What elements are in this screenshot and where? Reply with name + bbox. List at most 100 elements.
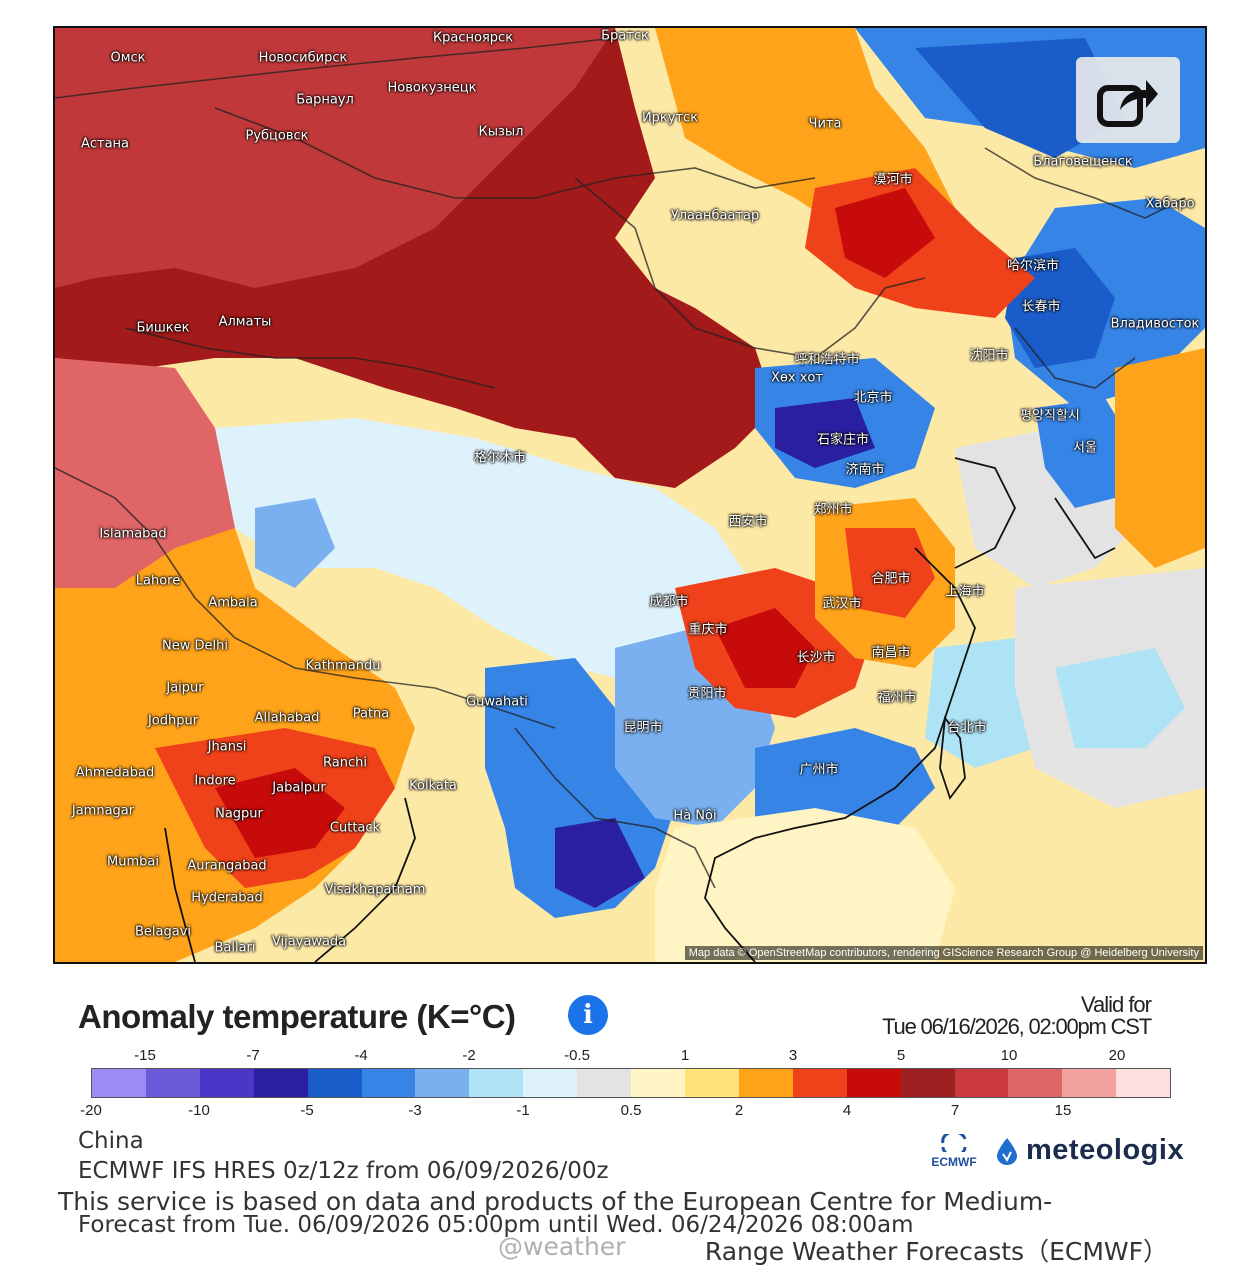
legend-swatch xyxy=(1062,1069,1117,1097)
legend-tick-bottom: 0.5 xyxy=(620,1102,642,1119)
legend-swatch xyxy=(307,1069,362,1097)
city-label: 郑州市 xyxy=(813,502,853,518)
city-label: Kathmandu xyxy=(305,658,381,674)
legend-swatch xyxy=(361,1069,416,1097)
city-label: Cuttack xyxy=(329,820,381,836)
city-label: Nagpur xyxy=(215,806,263,822)
legend-swatch xyxy=(1116,1069,1171,1097)
city-label: Vijayawada xyxy=(271,934,347,950)
share-button[interactable] xyxy=(1076,57,1180,143)
city-label: 石家庄市 xyxy=(816,432,870,448)
city-label: Кызыл xyxy=(478,124,524,140)
legend-tick-top: -2 xyxy=(462,1047,476,1064)
legend-tick-bottom: -1 xyxy=(516,1102,530,1119)
city-label: Aurangabad xyxy=(187,858,267,874)
valid-time: Tue 06/16/2026, 02:00pm CST xyxy=(882,1014,1152,1039)
city-label: 济南市 xyxy=(845,462,885,478)
city-label: 沈阳市 xyxy=(969,348,1009,364)
city-label: Благовещенск xyxy=(1033,154,1133,170)
legend-swatch xyxy=(92,1069,146,1097)
city-label: 长沙市 xyxy=(796,650,836,666)
legend-tick-top: 1 xyxy=(680,1047,690,1064)
meteologix-drop-icon xyxy=(997,1137,1017,1165)
city-label: Guwahati xyxy=(466,694,528,710)
city-label: Jaipur xyxy=(166,680,204,696)
city-label: Астана xyxy=(80,136,130,152)
legend-swatch xyxy=(415,1069,470,1097)
city-label: Хабаро xyxy=(1145,196,1195,212)
legend-tick-bottom: 7 xyxy=(950,1102,960,1119)
legend-tick-top: -7 xyxy=(246,1047,260,1064)
city-label: Бишкек xyxy=(136,320,190,336)
city-label: Indore xyxy=(194,773,236,789)
city-label: Hà Nội xyxy=(673,808,717,824)
legend-tick-bottom: 2 xyxy=(734,1102,744,1119)
legend-tick-bottom: -5 xyxy=(300,1102,314,1119)
city-label: Красноярск xyxy=(432,30,514,46)
city-label: Jamnagar xyxy=(71,803,135,819)
legend-tick-top: -15 xyxy=(134,1047,156,1064)
city-label: 重庆市 xyxy=(688,622,728,638)
legend-tick-bottom: -3 xyxy=(408,1102,422,1119)
meteologix-logo: meteologix xyxy=(994,1134,1184,1167)
city-label: Барнаул xyxy=(296,92,354,108)
city-label: Mumbai xyxy=(107,854,159,870)
share-icon xyxy=(1097,80,1158,127)
forecast-range: Forecast from Tue. 06/09/2026 05:00pm un… xyxy=(78,1212,914,1238)
legend-swatch xyxy=(954,1069,1009,1097)
legend-swatch xyxy=(846,1069,901,1097)
city-label: Belagavi xyxy=(134,924,192,940)
city-label: Patna xyxy=(352,706,390,722)
city-label: 台北市 xyxy=(947,720,987,736)
city-label: Омск xyxy=(110,50,146,66)
meteologix-logo-text: meteologix xyxy=(1026,1134,1185,1166)
map-attribution: Map data © OpenStreetMap contributors, r… xyxy=(684,946,1203,960)
legend-tick-bottom: -10 xyxy=(188,1102,210,1119)
city-label: 昆明市 xyxy=(623,720,663,736)
city-label: 贵阳市 xyxy=(687,686,727,702)
ecmwf-notice-line1: This service is based on data and produc… xyxy=(58,1187,1053,1216)
legend-swatch xyxy=(253,1069,308,1097)
city-label: Jabalpur xyxy=(272,780,326,796)
city-label: 格尔木市 xyxy=(473,450,527,466)
map-canvas xyxy=(55,28,1205,962)
legend-tick-bottom: 4 xyxy=(842,1102,852,1119)
legend-tick-top: 10 xyxy=(1000,1047,1018,1064)
map-title: Anomaly temperature (K=°C) xyxy=(78,998,516,1035)
city-label: 广州市 xyxy=(799,762,839,778)
city-label: Lahore xyxy=(135,573,181,589)
city-label: 福州市 xyxy=(877,690,917,706)
ecmwf-logo-text: ECMWF xyxy=(931,1155,977,1169)
legend-swatch xyxy=(792,1069,847,1097)
city-label: Kolkata xyxy=(409,778,457,794)
city-label: Islamabad xyxy=(99,526,167,542)
city-label: Хөх хот xyxy=(771,370,823,386)
legend-swatch xyxy=(469,1069,524,1097)
ecmwf-logo: ECMWF xyxy=(924,1130,984,1170)
city-label: Ballari xyxy=(214,940,256,956)
ecmwf-notice-line2: Range Weather Forecasts（ECMWF） xyxy=(704,1237,1168,1266)
temperature-anomaly-map[interactable]: Омск Новосибирск Красноярск Братск Барнаул Но… xyxy=(53,26,1207,964)
city-label: Рубцовск xyxy=(245,128,309,144)
legend-tick-bottom: 15 xyxy=(1054,1102,1072,1119)
city-label: 合肥市 xyxy=(871,571,911,587)
city-label: 北京市 xyxy=(853,390,893,406)
city-label: Улаанбаатар xyxy=(670,208,760,224)
city-label: Ranchi xyxy=(323,755,367,771)
legend-swatch xyxy=(145,1069,200,1097)
legend-swatch xyxy=(577,1069,632,1097)
city-label: 西安市 xyxy=(728,514,768,530)
city-label: Visakhapatnam xyxy=(324,882,426,898)
city-label: Новосибирск xyxy=(258,50,348,66)
legend-swatch xyxy=(900,1069,955,1097)
city-label: 呼和浩特市 xyxy=(794,352,860,368)
city-label: Jodhpur xyxy=(147,713,199,729)
city-label: Ambala xyxy=(208,595,258,611)
color-legend xyxy=(91,1068,1171,1098)
city-label: 哈尔滨市 xyxy=(1006,258,1060,274)
city-label: Jhansi xyxy=(207,739,247,755)
city-label: Братск xyxy=(601,28,649,44)
info-icon[interactable]: i xyxy=(568,995,608,1035)
legend-swatch xyxy=(199,1069,254,1097)
watermark: @weather xyxy=(498,1232,626,1261)
